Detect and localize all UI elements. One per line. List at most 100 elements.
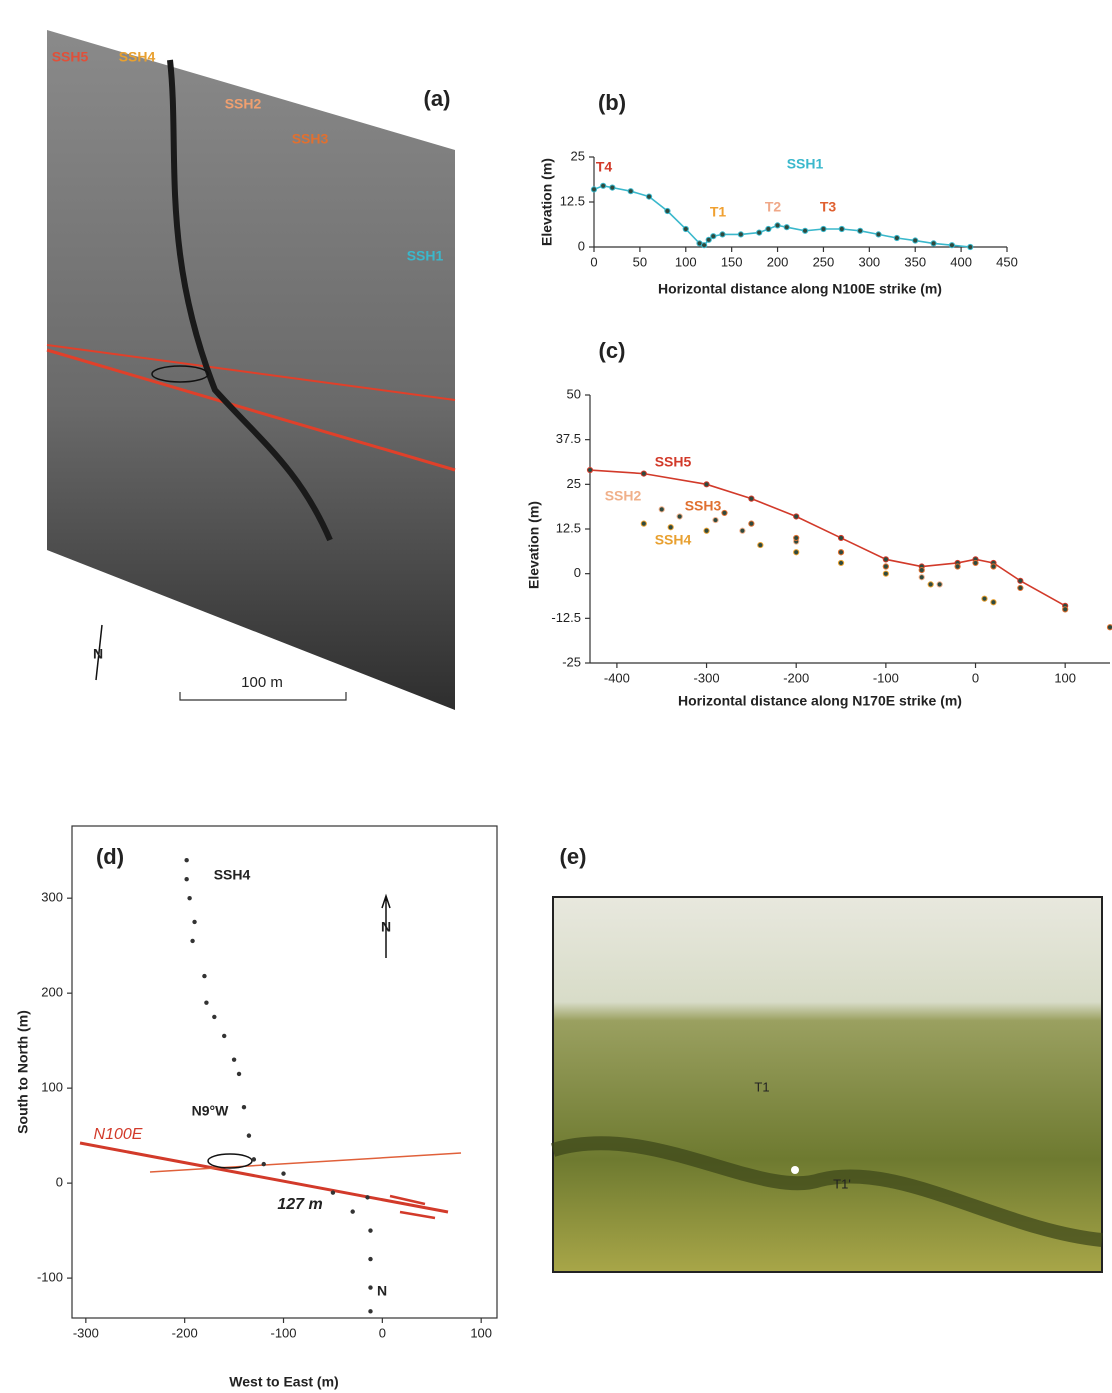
x-tick-label: 400	[950, 254, 972, 269]
data-point	[748, 520, 755, 527]
profile-label: SSH4	[119, 49, 156, 65]
data-point	[703, 481, 710, 488]
north-arrow	[95, 624, 103, 681]
profile-label: SSH3	[292, 131, 329, 147]
y-tick-label: 25	[571, 148, 585, 163]
y-axis-label: Elevation (m)	[526, 501, 542, 589]
profile-label: SSH5	[52, 49, 89, 65]
field-photo	[552, 896, 1103, 1273]
x-tick-label: -400	[604, 670, 630, 685]
data-point	[703, 527, 710, 534]
north-label: N	[93, 646, 103, 662]
data-point	[1017, 584, 1024, 592]
y-tick-label: -100	[37, 1270, 63, 1285]
annotation: T4	[596, 159, 613, 175]
data-point	[882, 563, 889, 570]
channel	[550, 1136, 1103, 1247]
y-tick-label: 25	[567, 476, 581, 491]
x-tick-label: -300	[694, 670, 720, 685]
x-tick-label: -300	[73, 1325, 99, 1340]
x-tick-label: -100	[873, 670, 899, 685]
y-tick-label: 300	[41, 890, 63, 905]
annotation: T3	[820, 199, 837, 215]
annotation: T2	[765, 199, 782, 215]
scale-label: 100 m	[241, 674, 283, 691]
x-axis-label: West to East (m)	[229, 1374, 338, 1390]
annotation: N	[377, 1283, 387, 1299]
y-tick-label: 0	[574, 565, 581, 580]
data-point	[739, 527, 746, 534]
x-tick-label: 100	[470, 1325, 492, 1340]
ellipse-marker	[207, 1153, 253, 1169]
panel-d-traces	[79, 1141, 462, 1220]
y-tick-label: 100	[41, 1080, 63, 1095]
panel-label: (a)	[424, 86, 451, 111]
panel-a: (a) SSH5 SSH4 SSH2 SSH3 SSH1 100 m N	[46, 30, 456, 710]
y-tick-label: 12.5	[556, 520, 581, 535]
annotation: N100E	[94, 1126, 143, 1143]
data-point	[251, 1157, 257, 1162]
panel-label: (d)	[96, 844, 124, 869]
panel-label: (e)	[560, 844, 587, 869]
data-point	[857, 227, 864, 234]
series-label: SSH2	[605, 488, 642, 504]
x-tick-label: 0	[590, 254, 597, 269]
data-point	[246, 1133, 252, 1138]
data-point	[838, 225, 845, 233]
y-axis-label: South to North (m)	[15, 1010, 31, 1134]
data-point	[930, 240, 937, 247]
data-point	[586, 466, 594, 474]
data-point	[658, 506, 665, 513]
series-label: SSH4	[214, 867, 251, 883]
data-point	[701, 242, 708, 249]
data-point	[918, 566, 925, 574]
x-tick-label: 150	[721, 254, 743, 269]
data-point	[281, 1171, 286, 1176]
data-point	[765, 225, 772, 233]
x-tick-label: 100	[1054, 670, 1076, 685]
data-point	[712, 516, 719, 524]
data-point	[912, 237, 919, 244]
data-point	[837, 534, 845, 542]
data-point	[212, 1014, 217, 1020]
data-point	[627, 188, 634, 195]
series-label: SSH5	[655, 454, 692, 470]
data-point	[192, 919, 197, 925]
annotation: T1	[710, 204, 727, 220]
data-point	[990, 599, 997, 606]
x-tick-label: 200	[767, 254, 789, 269]
data-point	[330, 1190, 336, 1195]
fault-trace	[79, 1141, 449, 1214]
data-point	[705, 236, 712, 243]
data-point	[231, 1057, 237, 1062]
y-tick-label: 37.5	[556, 431, 581, 446]
x-tick-label: -200	[783, 670, 809, 685]
x-tick-label: 350	[904, 254, 926, 269]
data-point	[350, 1209, 355, 1214]
series-label: SSH3	[685, 498, 722, 514]
plot-frame	[71, 825, 498, 1319]
y-tick-label: 200	[41, 985, 63, 1000]
data-point	[368, 1285, 373, 1290]
y-tick-label: 0	[578, 238, 585, 253]
x-tick-label: 100	[675, 254, 697, 269]
marker	[791, 1166, 799, 1174]
data-point	[368, 1228, 373, 1233]
fault-trace	[149, 1152, 462, 1173]
data-point	[590, 186, 598, 193]
data-point	[820, 225, 827, 233]
data-point	[893, 234, 900, 242]
y-tick-label: 50	[567, 386, 581, 401]
data-point	[981, 595, 988, 602]
data-point	[875, 231, 882, 238]
scale-bar	[179, 692, 347, 701]
terrace-label: T1'	[833, 1176, 851, 1191]
data-point	[990, 563, 997, 570]
data-point	[793, 549, 800, 556]
y-axis-label: Elevation (m)	[539, 158, 555, 246]
data-point	[184, 857, 189, 863]
data-point	[793, 513, 800, 520]
data-point	[1062, 606, 1069, 613]
data-point	[187, 895, 192, 901]
